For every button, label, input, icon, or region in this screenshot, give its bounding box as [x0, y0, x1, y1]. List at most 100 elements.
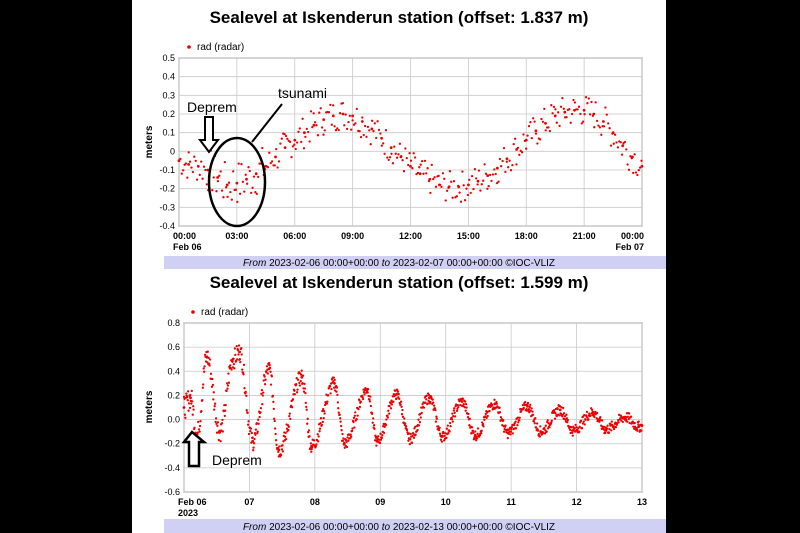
data-point: [286, 137, 289, 140]
data-point: [587, 418, 590, 421]
data-point-anchor: [267, 367, 271, 371]
data-point: [363, 124, 367, 128]
data-point-anchor: [571, 429, 575, 432]
data-point: [396, 390, 400, 393]
data-point: [573, 427, 576, 430]
y-tick-label: 0.3: [162, 90, 175, 100]
data-point: [448, 421, 452, 425]
data-point: [466, 416, 470, 419]
data-point: [545, 430, 548, 433]
data-point: [476, 427, 480, 430]
data-point: [284, 435, 287, 438]
data-point-anchor: [441, 435, 444, 438]
data-point: [566, 421, 569, 424]
data-point: [411, 434, 414, 438]
data-point: [548, 426, 551, 429]
data-point: [348, 114, 351, 118]
data-point: [223, 414, 226, 418]
data-point: [531, 410, 534, 413]
data-point-anchor: [300, 375, 304, 379]
data-point: [590, 100, 593, 104]
data-point: [571, 434, 574, 437]
data-point: [287, 428, 290, 432]
data-point: [546, 419, 549, 422]
data-point: [257, 175, 260, 179]
data-point: [290, 406, 294, 409]
data-point: [203, 370, 206, 373]
data-point: [450, 180, 453, 183]
data-point: [211, 189, 214, 192]
data-point: [443, 434, 446, 437]
data-point: [306, 417, 309, 420]
data-point: [179, 157, 182, 161]
data-point-anchor: [380, 136, 383, 140]
data-point: [556, 407, 559, 411]
data-point: [308, 140, 311, 143]
chart-1-legend-marker: [187, 45, 191, 49]
data-point: [264, 378, 267, 381]
data-point: [476, 183, 479, 186]
data-point: [336, 393, 339, 397]
data-point: [295, 391, 299, 394]
data-point: [274, 439, 278, 442]
data-point: [226, 384, 230, 387]
data-point: [626, 415, 629, 419]
data-point: [206, 361, 209, 364]
data-point: [220, 189, 224, 192]
data-point: [633, 153, 636, 156]
data-point: [323, 129, 326, 132]
data-point: [474, 430, 477, 433]
data-point: [244, 390, 247, 394]
chart-2-footer: From 2023-02-06 00:00+00:00 to 2023-02-1…: [243, 522, 555, 533]
chart-2-deprem-label: Deprem: [212, 452, 262, 468]
data-point: [372, 129, 375, 133]
data-point: [387, 158, 390, 162]
data-point-anchor: [303, 131, 306, 135]
data-point: [421, 403, 424, 406]
chart-2-grid: [183, 322, 643, 493]
data-point: [220, 422, 224, 425]
data-point: [321, 409, 324, 413]
data-point: [513, 137, 517, 140]
data-point: [381, 434, 384, 437]
data-point: [382, 431, 386, 435]
data-point: [590, 408, 594, 412]
data-point: [361, 396, 364, 399]
data-point: [261, 146, 264, 150]
data-point: [420, 159, 424, 163]
data-point: [275, 147, 278, 151]
x-tick-label: 18:00: [515, 231, 538, 241]
data-point: [192, 405, 195, 408]
data-point: [497, 180, 500, 183]
data-point: [318, 427, 322, 430]
data-point: [429, 191, 432, 195]
data-point: [373, 122, 376, 125]
data-point: [621, 420, 624, 424]
data-point: [252, 446, 255, 449]
data-point: [637, 420, 640, 423]
data-point: [266, 166, 270, 169]
data-point-anchor: [582, 108, 586, 112]
data-point: [485, 416, 488, 420]
data-point: [534, 417, 537, 420]
data-point: [252, 175, 256, 178]
data-point: [225, 382, 229, 385]
data-point: [516, 424, 519, 427]
data-point: [584, 96, 588, 99]
data-point: [544, 129, 547, 132]
data-point: [580, 122, 583, 125]
data-point: [412, 436, 416, 439]
data-point: [584, 418, 587, 421]
data-point: [517, 421, 520, 424]
data-point: [216, 179, 220, 183]
data-point: [416, 428, 419, 432]
data-point: [638, 166, 642, 169]
data-point: [580, 427, 584, 430]
data-point: [566, 419, 569, 422]
data-point: [462, 403, 465, 406]
data-point: [280, 448, 284, 451]
data-point: [330, 123, 333, 126]
data-point: [423, 159, 427, 163]
data-point: [353, 426, 356, 429]
data-point: [437, 428, 441, 432]
